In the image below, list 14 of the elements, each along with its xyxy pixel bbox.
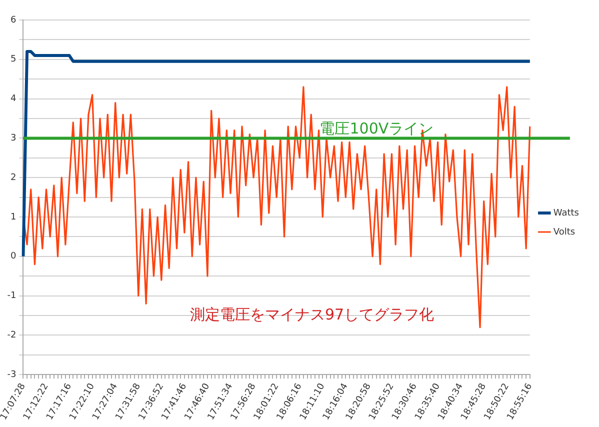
legend-label: Volts [553, 227, 576, 238]
y-tick-label: 4 [10, 94, 16, 104]
ref-line-label: 電圧100Vライン [320, 120, 434, 138]
y-tick-label: 3 [10, 134, 16, 144]
y-tick-label: 1 [10, 212, 16, 222]
y-tick-label: 0 [10, 252, 16, 262]
annotation: 測定電圧をマイナス97してグラフ化 [190, 305, 434, 324]
y-tick-label: 6 [10, 15, 16, 26]
y-tick-label: 5 [10, 54, 16, 65]
y-tick-label: 2 [10, 172, 16, 183]
legend-label: Watts [553, 208, 580, 218]
y-tick-label: -1 [7, 291, 16, 302]
y-tick-label: -3 [7, 370, 16, 380]
y-tick-label: -2 [7, 330, 16, 341]
